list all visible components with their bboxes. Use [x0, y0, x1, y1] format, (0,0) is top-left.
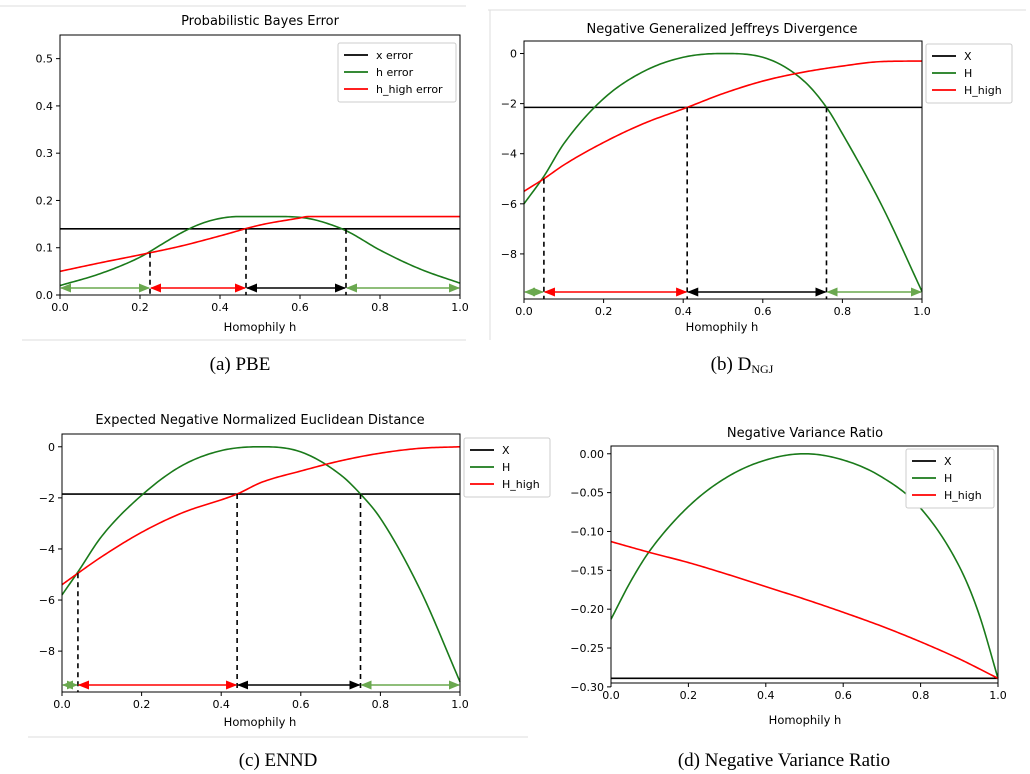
legend-label: h error	[376, 66, 414, 79]
y-tick-label: −4	[39, 543, 55, 556]
x-tick-label: 0.8	[371, 301, 389, 314]
h-series-line	[523, 52, 923, 292]
x-tick-label: 1.0	[989, 689, 1007, 702]
panel-title: Negative Generalized Jeffreys Divergence	[586, 22, 857, 37]
x-tick-label: 0.6	[291, 301, 309, 314]
panel-title: Negative Variance Ratio	[727, 426, 883, 441]
h-series-line	[61, 445, 461, 683]
x-tick-label: 0.4	[674, 305, 692, 318]
panel-caption: (b) DNGJ	[711, 354, 774, 376]
axes-frame	[61, 433, 461, 693]
legend-label: X	[944, 455, 952, 468]
y-tick-label: −0.25	[570, 642, 604, 655]
x-tick-label: 1.0	[451, 698, 469, 711]
x-tick-label: 0.2	[133, 698, 151, 711]
caption-main: (b) D	[711, 354, 752, 375]
legend-box	[463, 437, 551, 498]
y-tick-label: −6	[39, 594, 55, 607]
y-tick-label: 0.4	[36, 100, 54, 113]
legend-label: H	[964, 67, 972, 80]
h-high-series-line	[610, 540, 999, 680]
x-tick-label: 0.6	[754, 305, 772, 318]
x-tick-label: 0.8	[372, 698, 390, 711]
y-tick-label: −0.15	[570, 564, 604, 577]
y-tick-label: −0.10	[570, 525, 604, 538]
x-tick-label: 1.0	[451, 301, 469, 314]
x-tick-label: 0.2	[131, 301, 149, 314]
x-tick-label: 0.8	[834, 305, 852, 318]
x-tick-label: 0.0	[515, 305, 533, 318]
h-series-line	[610, 452, 999, 679]
panel-title: Expected Negative Normalized Euclidean D…	[95, 413, 424, 428]
x-axis-label: Homophily h	[686, 320, 759, 334]
legend-box	[925, 43, 1013, 104]
y-tick-label: −4	[501, 148, 517, 161]
panel-ngj: Negative Generalized Jeffreys Divergence…	[488, 9, 1026, 376]
x-tick-label: 0.0	[51, 301, 69, 314]
y-tick-label: 0.2	[36, 194, 54, 207]
legend-label: x error	[376, 49, 413, 62]
y-tick-label: −2	[39, 492, 55, 505]
legend-label: H	[944, 472, 952, 485]
y-tick-label: −8	[39, 645, 55, 658]
panel-title: Probabilistic Bayes Error	[181, 14, 340, 29]
x-axis-label: Homophily h	[224, 715, 297, 729]
y-tick-label: −2	[501, 98, 517, 111]
legend-box	[905, 448, 995, 509]
y-tick-label: −6	[501, 198, 517, 211]
h-high-series-line	[523, 60, 923, 192]
panel-ennd: Expected Negative Normalized Euclidean D…	[28, 413, 551, 771]
x-tick-label: 0.6	[834, 689, 852, 702]
y-tick-label: 0.5	[36, 53, 54, 66]
x-tick-label: 1.0	[913, 305, 931, 318]
y-tick-label: 0	[48, 441, 55, 454]
axes-frame	[610, 445, 999, 684]
x-tick-label: 0.4	[211, 301, 229, 314]
legend-label: H_high	[502, 478, 540, 491]
y-tick-label: 0.3	[36, 147, 54, 160]
y-tick-label: −0.30	[570, 681, 604, 694]
legend-label: H	[502, 461, 510, 474]
legend-label: H_high	[964, 84, 1002, 97]
x-axis-label: Homophily h	[769, 713, 842, 727]
legend-label: H_high	[944, 489, 982, 502]
h-high-series-line	[61, 445, 461, 586]
x-tick-label: 0.8	[912, 689, 930, 702]
axes-frame	[59, 34, 461, 296]
x-tick-label: 0.0	[602, 689, 620, 702]
panel-caption: (d) Negative Variance Ratio	[678, 750, 890, 771]
y-tick-label: 0.1	[36, 242, 54, 255]
x-axis-label: Homophily h	[224, 320, 297, 334]
x-tick-label: 0.4	[212, 698, 230, 711]
y-tick-label: 0.00	[580, 448, 605, 461]
x-tick-label: 0.6	[292, 698, 310, 711]
legend-label: X	[502, 444, 510, 457]
panel-caption: (c) ENND	[239, 750, 318, 771]
x-tick-label: 0.0	[53, 698, 71, 711]
panel-pbe: Probabilistic Bayes Error 0.0 0.2 0.4 0.6 0.…	[0, 5, 469, 375]
legend-box	[337, 42, 457, 103]
y-tick-label: −0.20	[570, 603, 604, 616]
y-tick-label: −0.05	[570, 487, 604, 500]
x-tick-label: 0.2	[595, 305, 613, 318]
legend-label: h_high error	[376, 83, 443, 96]
panel-caption: (a) PBE	[210, 354, 271, 375]
legend-label: X	[964, 50, 972, 63]
x-tick-label: 0.4	[757, 689, 775, 702]
h-high-series-line	[59, 215, 460, 273]
x-tick-label: 0.2	[680, 689, 698, 702]
y-tick-label: 0.0	[36, 289, 54, 302]
h-series-line	[59, 215, 461, 287]
y-tick-label: −8	[501, 248, 517, 261]
caption-subscript: NGJ	[751, 362, 773, 376]
panel-variance-ratio: Negative Variance Ratio 0.0 0.2 0.4 0.6 0.8 1…	[570, 426, 1006, 771]
axes-frame	[523, 40, 923, 300]
y-tick-label: 0	[510, 48, 517, 61]
